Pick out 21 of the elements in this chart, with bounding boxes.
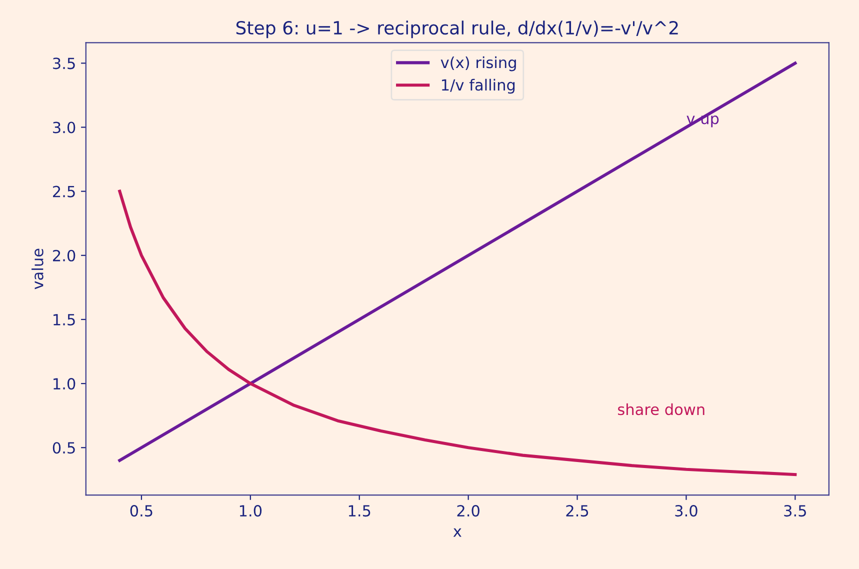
legend-label: v(x) rising <box>440 56 516 72</box>
y-tick-label: 3.5 <box>53 58 75 70</box>
x-tick-label: 2.5 <box>566 505 588 517</box>
annotation: share down <box>618 403 704 416</box>
chart-title: Step 6: u=1 -> reciprocal rule, d/dx(1/v)=-v'/v^2 <box>236 20 678 38</box>
y-tick-label: 2.5 <box>53 186 75 198</box>
y-tick-label: 0.5 <box>52 442 75 454</box>
y-tick-label: 3.0 <box>53 122 76 134</box>
x-tick-label: 0.5 <box>130 505 152 517</box>
x-tick-label: 3.0 <box>675 505 698 517</box>
x-tick-label: 1.0 <box>240 505 262 517</box>
legend-label: 1/v falling <box>442 78 515 94</box>
x-tick-label: 3.5 <box>784 505 806 517</box>
x-tick-label: 2.0 <box>457 505 480 517</box>
y-tick-label: 1.0 <box>54 378 76 390</box>
y-tick-label: 1.5 <box>54 314 75 326</box>
y-tick-label: 2.0 <box>53 250 76 262</box>
y-axis-title: value <box>32 248 44 290</box>
x-axis-title: x <box>453 528 462 537</box>
x-tick-label: 1.5 <box>348 505 370 517</box>
line-series <box>118 190 797 476</box>
